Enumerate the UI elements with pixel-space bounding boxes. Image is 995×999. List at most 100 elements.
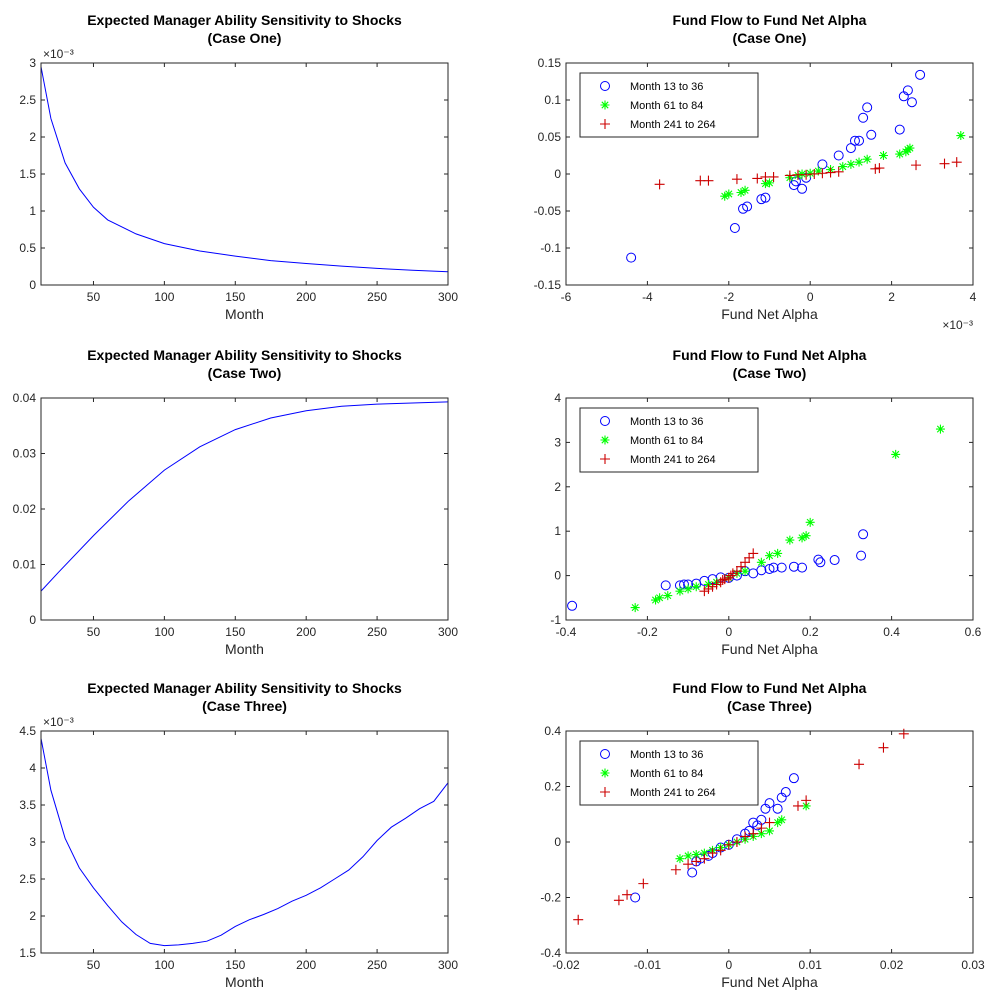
data-point — [760, 192, 771, 203]
plot-area — [40, 738, 449, 947]
chart-title: Fund Flow to Fund Net Alpha — [673, 12, 867, 28]
data-point — [707, 581, 718, 592]
x-tick-label: 100 — [154, 290, 174, 304]
y-tick-label: 0.05 — [538, 130, 562, 144]
legend-label: Month 13 to 36 — [630, 81, 703, 93]
chart-title: (Case One) — [733, 30, 807, 46]
x-tick-label: 50 — [87, 290, 101, 304]
data-point — [683, 859, 694, 870]
x-exponent-label: ×10⁻³ — [942, 318, 973, 332]
data-point — [915, 69, 926, 80]
data-point — [613, 895, 624, 906]
data-point — [858, 112, 869, 123]
data-point — [687, 867, 698, 878]
data-point — [858, 529, 869, 540]
y-tick-label: 0.01 — [13, 558, 37, 572]
y-tick-label: 2.5 — [19, 872, 36, 886]
data-point — [744, 552, 755, 563]
x-tick-label: 100 — [154, 625, 174, 639]
x-tick-label: 50 — [87, 958, 101, 972]
x-tick-label: 300 — [438, 958, 458, 972]
legend-marker — [600, 787, 610, 797]
data-point — [891, 449, 901, 459]
x-tick-label: 0 — [725, 625, 732, 639]
x-tick-label: 200 — [296, 958, 316, 972]
chart-title: Expected Manager Ability Sensitivity to … — [87, 12, 402, 28]
data-point — [854, 157, 864, 167]
legend-marker — [600, 81, 610, 91]
y-tick-label: 0 — [29, 613, 36, 627]
x-tick-label: 300 — [438, 625, 458, 639]
series-2 — [720, 131, 966, 201]
data-point — [854, 135, 865, 146]
data-point — [797, 562, 808, 573]
data-point — [768, 562, 779, 573]
y-tick-label: 1 — [29, 204, 36, 218]
data-point — [902, 85, 913, 96]
x-tick-label: -6 — [561, 290, 572, 304]
x-tick-label: 150 — [225, 290, 245, 304]
data-point — [703, 583, 714, 594]
legend: Month 13 to 36 Month 61 to 84 Month 241 to… — [579, 72, 759, 138]
data-point — [717, 575, 728, 586]
data-point — [683, 851, 693, 861]
data-point — [846, 159, 856, 169]
x-tick-label: -2 — [723, 290, 734, 304]
data-point — [573, 914, 584, 925]
axes-box — [40, 397, 449, 621]
chart-flow-case-three: Fund Flow to Fund Net Alpha (Case Three) -… — [540, 680, 985, 990]
y-tick-label: 0.02 — [13, 502, 37, 516]
data-point — [723, 839, 734, 850]
legend-box — [579, 407, 759, 473]
y-tick-label: 0.04 — [13, 391, 37, 405]
data-point — [727, 568, 738, 579]
data-point — [699, 586, 710, 597]
x-tick-label: 250 — [367, 290, 387, 304]
y-tick-label: 0.2 — [544, 780, 561, 794]
x-axis-label: Month — [225, 974, 264, 990]
plot-area — [40, 401, 449, 592]
x-axis-label: Fund Net Alpha — [721, 974, 818, 990]
data-point — [723, 572, 734, 583]
data-point — [651, 595, 661, 605]
legend-label: Month 241 to 264 — [630, 787, 716, 799]
chart-title: (Case Three) — [727, 698, 812, 714]
data-point — [785, 535, 795, 545]
chart-title: (Case Two) — [208, 365, 282, 381]
y-tick-label: 0.03 — [13, 447, 37, 461]
data-point — [764, 563, 775, 574]
data-point — [788, 773, 799, 784]
y-tick-label: -0.1 — [540, 241, 561, 255]
x-tick-label: 0.2 — [802, 625, 819, 639]
data-point — [776, 562, 787, 573]
data-point — [829, 555, 840, 566]
data-point — [765, 551, 774, 561]
data-point — [567, 600, 578, 611]
legend: Month 13 to 36 Month 61 to 84 Month 241 to… — [579, 740, 759, 806]
data-point — [638, 878, 649, 889]
legend-label: Month 13 to 36 — [630, 416, 703, 428]
data-point — [699, 848, 709, 858]
x-tick-label: 0 — [807, 290, 814, 304]
data-point — [817, 168, 828, 179]
legend-marker — [600, 416, 610, 426]
data-point — [805, 168, 815, 178]
data-point — [951, 157, 962, 168]
data-point — [691, 849, 701, 859]
data-point — [736, 561, 747, 572]
data-point — [813, 554, 824, 565]
data-point — [895, 149, 905, 159]
data-point — [630, 603, 640, 613]
data-point — [772, 803, 783, 814]
data-point — [675, 854, 685, 864]
data-point — [764, 798, 775, 809]
x-tick-label: 300 — [438, 290, 458, 304]
data-point — [809, 169, 820, 179]
chart-title: (Case One) — [208, 30, 282, 46]
plot-area — [626, 69, 966, 263]
x-tick-label: -0.02 — [552, 958, 580, 972]
data-point — [801, 801, 811, 811]
data-point — [862, 102, 873, 113]
x-tick-label: 0.6 — [965, 625, 982, 639]
chart-title: Expected Manager Ability Sensitivity to … — [87, 680, 402, 696]
